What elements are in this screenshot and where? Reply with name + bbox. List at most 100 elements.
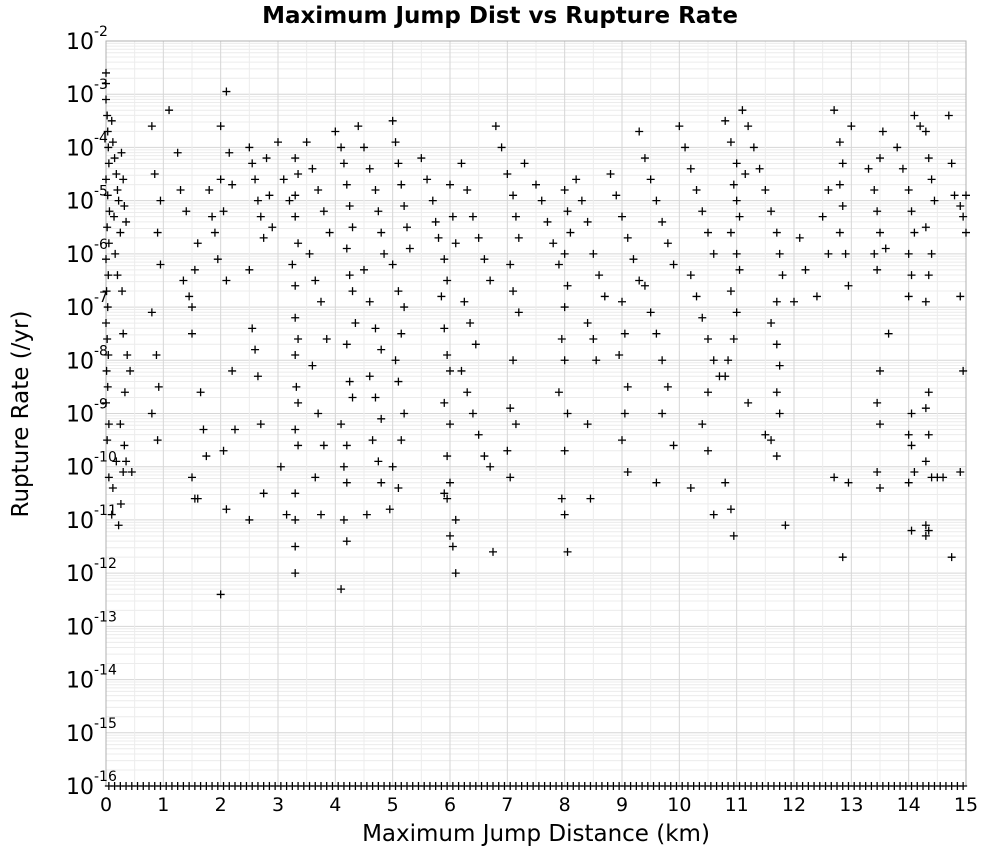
data-point <box>259 233 268 242</box>
data-point <box>448 542 457 551</box>
data-point <box>245 515 254 524</box>
x-tick-label: 3 <box>272 794 284 816</box>
chart-title: Maximum Jump Dist vs Rupture Rate <box>262 3 738 29</box>
data-point <box>311 276 320 285</box>
data-point <box>365 164 374 173</box>
data-point <box>222 276 231 285</box>
data-point <box>268 223 277 232</box>
data-point <box>199 425 208 434</box>
data-point <box>878 127 887 136</box>
data-point <box>907 409 916 418</box>
data-point <box>772 452 781 461</box>
y-tick-label: 10-10 <box>66 450 117 481</box>
data-point <box>147 409 156 418</box>
data-point <box>448 212 457 221</box>
data-point <box>904 249 913 258</box>
y-tick-label: 10-6 <box>66 237 108 268</box>
data-point <box>692 292 701 301</box>
data-point <box>916 122 925 131</box>
data-point <box>231 425 239 434</box>
data-point <box>385 505 394 514</box>
data-point <box>337 585 346 594</box>
data-point <box>735 212 744 221</box>
data-point <box>589 335 598 343</box>
data-point <box>652 478 661 487</box>
data-point <box>480 255 489 264</box>
data-point <box>652 196 661 205</box>
x-tick-label: 0 <box>100 794 112 816</box>
data-point <box>193 239 202 248</box>
data-point <box>592 356 601 365</box>
data-point <box>583 217 592 226</box>
grid <box>105 40 967 787</box>
data-point <box>348 287 357 296</box>
data-point <box>509 191 518 200</box>
data-point <box>228 366 237 375</box>
data-point <box>342 441 351 450</box>
data-point <box>924 388 933 397</box>
data-point <box>732 249 741 258</box>
y-tick-label: 10-11 <box>66 503 117 534</box>
data-point <box>910 468 919 477</box>
data-point <box>873 398 882 407</box>
data-point <box>339 515 348 524</box>
data-point <box>835 138 844 147</box>
data-point <box>116 499 125 508</box>
data-point <box>772 340 781 349</box>
data-point <box>339 159 348 168</box>
data-point <box>114 521 123 530</box>
data-point <box>104 143 113 152</box>
data-point <box>431 217 440 226</box>
data-point <box>196 388 205 397</box>
data-point <box>669 260 678 269</box>
data-point <box>294 170 303 179</box>
data-point <box>709 249 718 258</box>
data-point <box>956 292 965 301</box>
data-point <box>652 329 661 338</box>
data-point <box>208 212 217 221</box>
data-point <box>924 430 933 439</box>
data-point <box>294 335 303 343</box>
y-axis-label: Rupture Rate (/yr) <box>8 311 34 518</box>
data-point <box>474 430 483 439</box>
data-point <box>308 164 317 173</box>
data-point <box>520 159 529 168</box>
data-point-floor <box>959 782 968 790</box>
data-point <box>767 436 776 445</box>
data-point <box>400 409 409 418</box>
data-point <box>274 138 282 147</box>
data-point <box>924 526 933 535</box>
data-point <box>119 468 128 477</box>
data-point <box>463 186 472 194</box>
data-point <box>907 526 916 535</box>
data-point <box>400 201 409 210</box>
data-point <box>165 106 174 115</box>
data-point <box>111 249 120 258</box>
data-point <box>620 409 629 418</box>
data-point <box>351 319 360 328</box>
data-point <box>910 111 919 120</box>
data-point <box>560 356 569 365</box>
data-points <box>102 68 970 790</box>
x-tick-label: 10 <box>667 794 691 816</box>
data-point <box>511 212 520 221</box>
data-point <box>248 159 257 168</box>
data-point <box>721 478 730 487</box>
data-point <box>122 217 131 226</box>
data-point <box>732 308 741 317</box>
data-point <box>735 265 744 274</box>
data-point <box>302 138 311 147</box>
data-point <box>259 489 268 498</box>
data-point <box>213 255 222 264</box>
data-point <box>103 382 112 391</box>
data-point <box>325 228 334 237</box>
data-point <box>437 292 446 301</box>
data-point <box>560 510 569 519</box>
data-point <box>873 207 882 216</box>
data-point <box>394 287 403 296</box>
data-point <box>371 186 380 194</box>
data-point <box>116 228 125 237</box>
data-point <box>104 350 113 359</box>
data-point <box>107 116 116 125</box>
data-point <box>755 164 764 173</box>
